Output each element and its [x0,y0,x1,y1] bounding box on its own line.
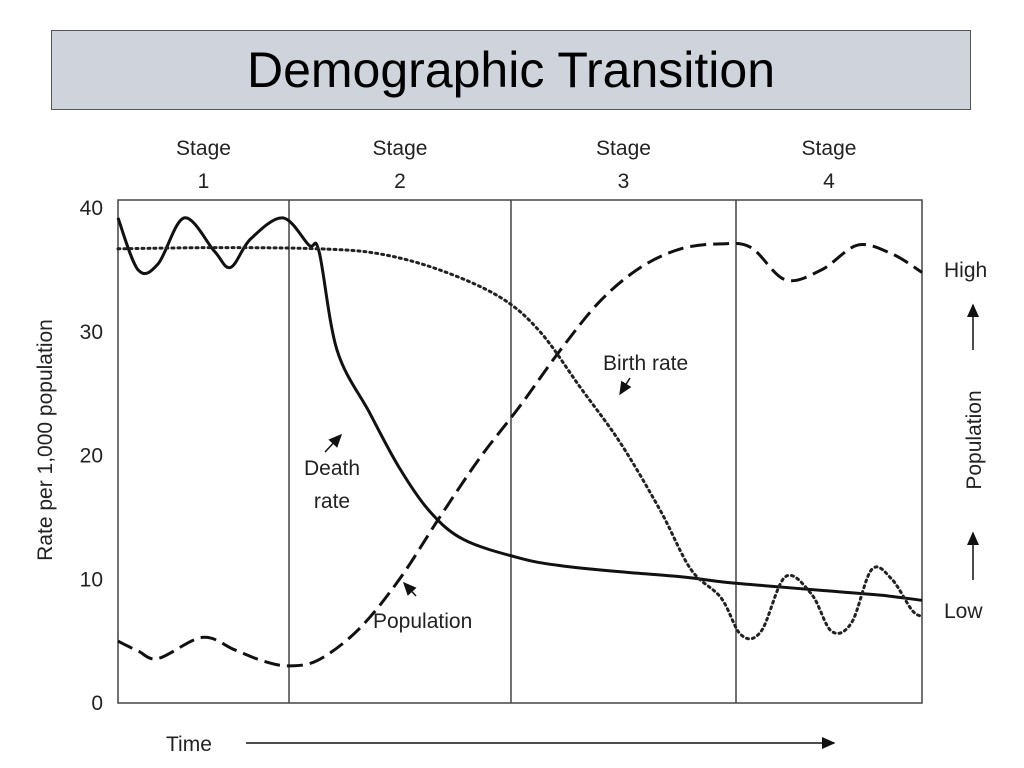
stage-number-2: 2 [394,170,406,193]
x-axis-label: Time [166,733,212,756]
stage-labels: Stage 1 Stage 2 Stage 3 Stage 4 [176,137,856,193]
birth-rate-line [117,241,923,668]
population-arrow [402,581,417,597]
y-tick-label-20: 20 [80,445,103,468]
stage-dividers [288,200,737,703]
page-title: Demographic Transition [246,42,776,98]
stage-label-2: Stage [373,137,428,160]
y-axis-ticks: 0 10 20 30 40 [80,197,103,715]
stage-label-1: Stage [176,137,231,160]
death-rate-label-line2: rate [314,490,350,513]
population-annotation: Population [373,581,472,633]
birth-rate-annotation: Birth rate [603,352,688,396]
right-axis-high: High [944,259,987,282]
stage-number-4: 4 [823,170,835,193]
death-rate-label-line1: Death [304,457,360,480]
stage-label-4: Stage [802,137,857,160]
stage-number-3: 3 [618,170,630,193]
y-tick-label-0: 0 [91,692,103,715]
birth-rate-label: Birth rate [603,352,688,375]
plot-frame [117,199,923,704]
death-rate-line [116,216,923,602]
stage-number-1: 1 [198,170,210,193]
right-axis-label: Population [963,390,986,489]
y-tick-label-30: 30 [80,321,103,344]
population-label: Population [373,610,472,633]
population-line [116,246,924,641]
title-banner: Demographic Transition [51,30,971,110]
y-axis-label: Rate per 1,000 population [34,319,57,561]
death-rate-annotation: Death rate [304,433,360,513]
stage-label-3: Stage [596,137,651,160]
y-tick-label-10: 10 [80,568,103,591]
birth-rate-arrow [619,377,632,396]
y-tick-label-40: 40 [80,197,103,220]
right-axis-low: Low [944,600,983,623]
death-rate-arrow [324,433,343,453]
